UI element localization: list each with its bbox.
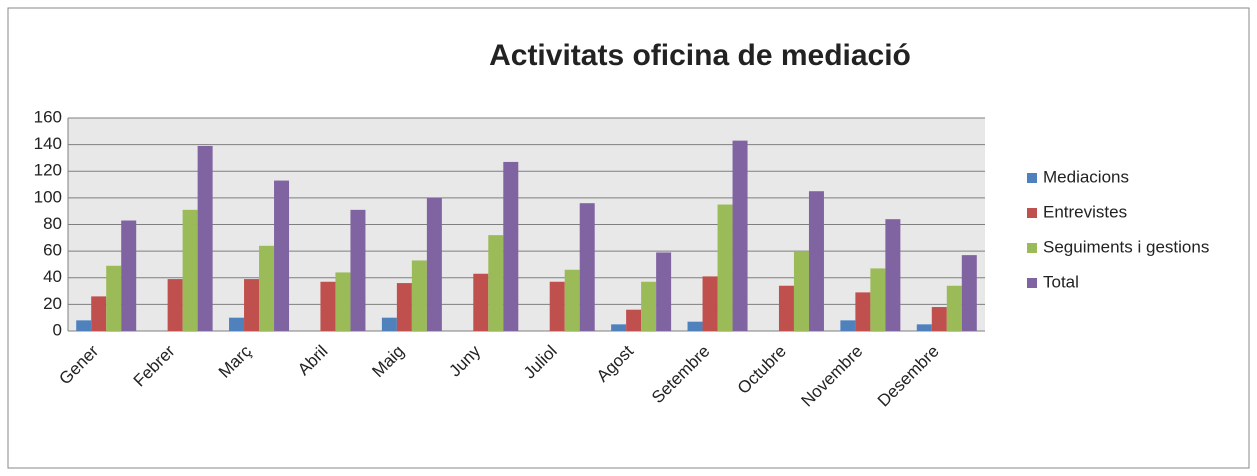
bar (885, 219, 901, 331)
bar (320, 281, 336, 331)
bar (641, 281, 657, 331)
y-tick-label: 60 (43, 241, 62, 260)
legend-swatch (1027, 173, 1037, 183)
bar (121, 220, 137, 331)
y-tick-label: 120 (34, 161, 62, 180)
bar (426, 197, 442, 331)
bar (564, 269, 580, 331)
y-tick-label: 160 (34, 107, 62, 126)
legend-label: Mediacions (1043, 167, 1129, 186)
legend-label: Entrevistes (1043, 202, 1127, 221)
bar (931, 307, 947, 331)
bar (611, 324, 627, 331)
bar (229, 317, 245, 331)
bar (259, 245, 275, 331)
legend-label: Total (1043, 272, 1079, 291)
chart-title: Activitats oficina de mediació (489, 39, 911, 72)
bar (182, 209, 198, 331)
bar (793, 251, 809, 331)
bar (350, 209, 366, 331)
bar (961, 255, 977, 331)
bar (396, 283, 412, 331)
bar (687, 321, 703, 331)
bar (76, 320, 92, 331)
y-tick-label: 140 (34, 134, 62, 153)
bar (778, 285, 794, 331)
bar (626, 309, 642, 331)
legend-swatch (1027, 243, 1037, 253)
bar (579, 203, 595, 331)
bar (840, 320, 856, 331)
y-tick-label: 0 (53, 320, 62, 339)
bar (244, 279, 260, 331)
bar (91, 296, 107, 331)
bar (855, 292, 871, 331)
bar (503, 161, 519, 331)
bar (808, 191, 824, 331)
bar (946, 285, 962, 331)
bar (106, 265, 122, 331)
y-tick-label: 40 (43, 267, 62, 286)
bar (335, 272, 351, 331)
y-tick-label: 20 (43, 294, 62, 313)
bar (732, 140, 748, 331)
legend-swatch (1027, 278, 1037, 288)
bar (549, 281, 565, 331)
bar (381, 317, 397, 331)
bar (411, 260, 427, 331)
y-tick-label: 100 (34, 187, 62, 206)
bar (167, 279, 183, 331)
legend-label: Seguiments i gestions (1043, 237, 1209, 256)
y-tick-label: 80 (43, 214, 62, 233)
bar (656, 252, 672, 331)
bar (488, 235, 504, 331)
bar (274, 180, 290, 331)
bar (717, 204, 733, 331)
bar (702, 276, 718, 331)
bar (870, 268, 886, 331)
bar (473, 273, 489, 331)
bar (197, 145, 213, 331)
bar (916, 324, 932, 331)
legend-swatch (1027, 208, 1037, 218)
